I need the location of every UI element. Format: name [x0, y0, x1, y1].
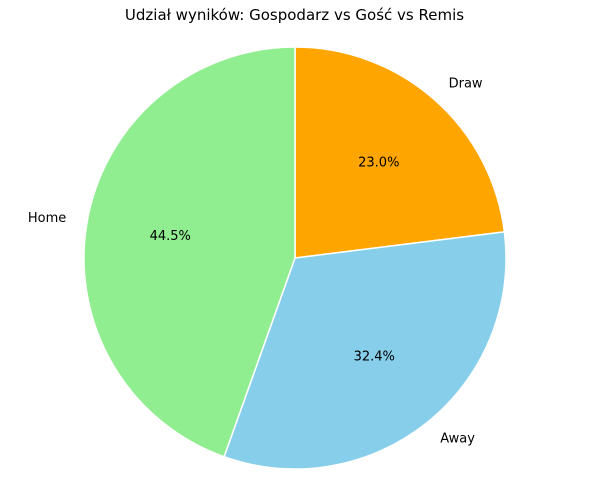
pie-slice-home — [83, 46, 296, 458]
pie-percent-label-draw: 23.0% — [358, 156, 399, 171]
pie-slice-away — [223, 231, 507, 470]
pie-category-label-away: Away — [440, 432, 475, 447]
pie-slice-draw — [294, 46, 506, 259]
pie-category-label-home: Home — [28, 211, 66, 226]
pie-category-label-draw: Draw — [449, 77, 483, 92]
pie-percent-label-away: 32.4% — [354, 349, 395, 364]
chart-title: Udział wyników: Gospodarz vs Gość vs Rem… — [125, 6, 464, 24]
pie-slices — [83, 46, 507, 470]
pie-percent-label-home: 44.5% — [150, 229, 191, 244]
pie-labels: 23.0% Draw 32.4% Away 44.5% Home — [28, 77, 483, 447]
